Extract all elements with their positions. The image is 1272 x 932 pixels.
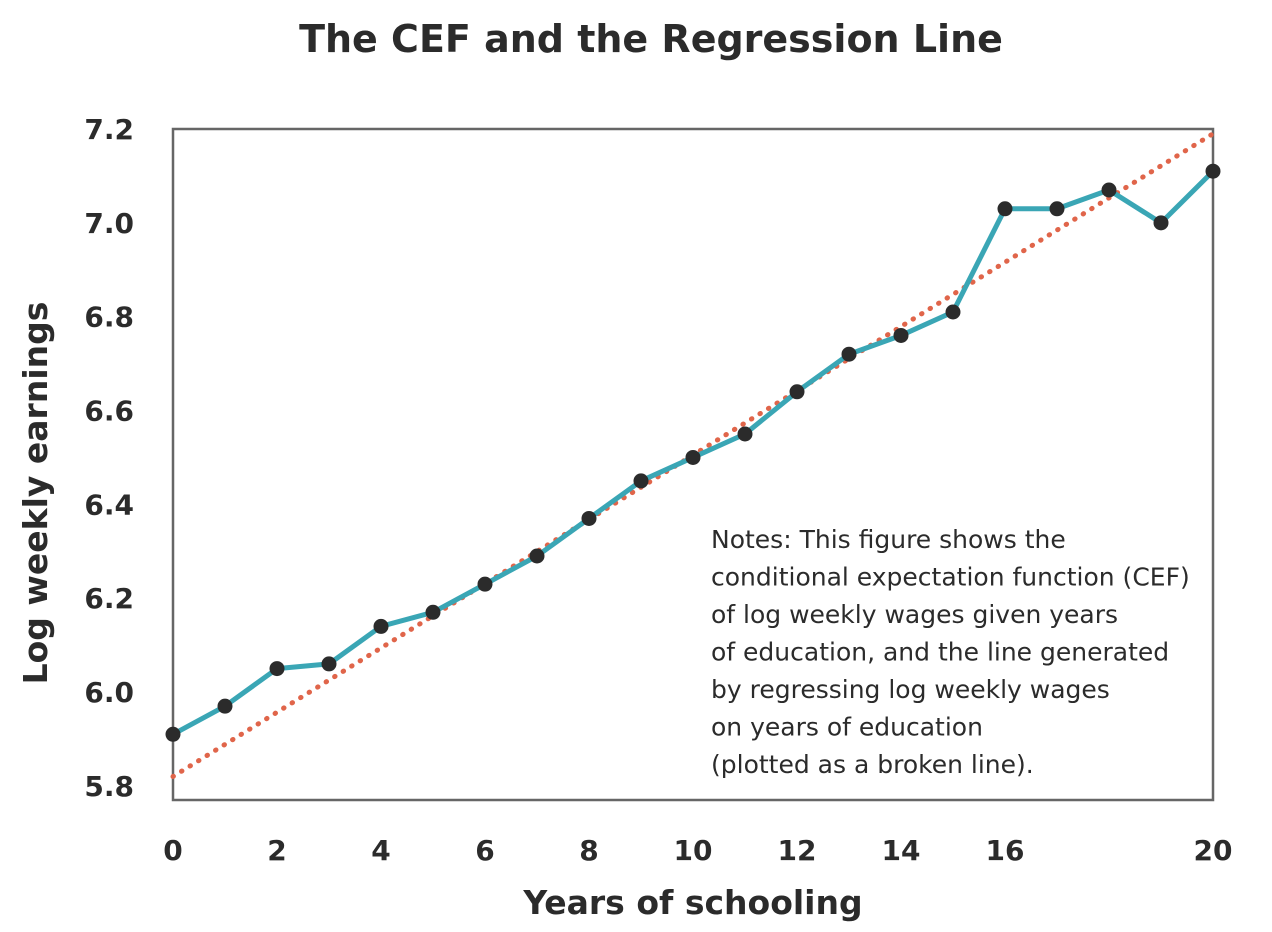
plot-frame bbox=[171, 127, 1215, 802]
cef-point bbox=[893, 327, 909, 343]
y-tick-label: 6.4 bbox=[84, 488, 134, 521]
cef-point bbox=[737, 426, 753, 442]
notes-line: on years of education bbox=[711, 713, 983, 742]
cef-point bbox=[373, 618, 389, 634]
y-tick-label: 6.0 bbox=[84, 676, 134, 709]
y-tick-label: 5.8 bbox=[84, 770, 134, 803]
notes-annotation: Notes: This figure shows the conditional … bbox=[711, 525, 1190, 779]
y-tick-label: 6.6 bbox=[84, 395, 134, 428]
x-tick-label: 20 bbox=[1194, 834, 1233, 867]
y-tick-label: 7.0 bbox=[84, 207, 134, 240]
x-axis-ticks: 0 2 4 6 8 10 12 14 16 20 bbox=[163, 834, 1232, 867]
x-tick-label: 6 bbox=[475, 834, 494, 867]
cef-point bbox=[1205, 163, 1221, 179]
cef-point bbox=[425, 604, 441, 620]
y-tick-label: 6.2 bbox=[84, 582, 134, 615]
cef-point bbox=[321, 656, 337, 672]
cef-point bbox=[633, 473, 649, 489]
x-tick-label: 2 bbox=[267, 834, 286, 867]
cef-point bbox=[685, 449, 701, 465]
x-tick-label: 14 bbox=[882, 834, 921, 867]
cef-point bbox=[581, 510, 597, 526]
notes-line: of education, and the line generated bbox=[711, 638, 1169, 667]
x-tick-label: 4 bbox=[371, 834, 390, 867]
cef-point bbox=[945, 304, 961, 320]
cef-point bbox=[789, 384, 805, 400]
cef-point bbox=[997, 201, 1013, 217]
cef-point bbox=[1153, 215, 1169, 231]
cef-point bbox=[529, 548, 545, 564]
y-tick-label: 7.2 bbox=[84, 113, 134, 146]
cef-point bbox=[1101, 182, 1117, 198]
cef-point bbox=[165, 726, 181, 742]
x-tick-label: 16 bbox=[986, 834, 1025, 867]
x-tick-label: 10 bbox=[674, 834, 713, 867]
notes-line: by regressing log weekly wages bbox=[711, 675, 1110, 704]
x-tick-label: 0 bbox=[163, 834, 182, 867]
series-layer bbox=[165, 131, 1221, 780]
y-tick-label: 6.8 bbox=[84, 301, 134, 334]
notes-line: (plotted as a broken line). bbox=[711, 750, 1034, 779]
x-axis-title: Years of schooling bbox=[522, 883, 862, 922]
cef-point bbox=[477, 576, 493, 592]
notes-line: conditional expectation function (CEF) bbox=[711, 563, 1190, 592]
y-axis-ticks: 7.2 7.0 6.8 6.6 6.4 6.2 6.0 5.8 bbox=[84, 113, 134, 803]
cef-point bbox=[217, 698, 233, 714]
x-tick-label: 8 bbox=[579, 834, 598, 867]
cef-point bbox=[1049, 201, 1065, 217]
y-axis-title: Log weekly earnings bbox=[16, 302, 55, 685]
cef-point bbox=[269, 661, 285, 677]
notes-line: Notes: This figure shows the bbox=[711, 525, 1066, 554]
x-tick-label: 12 bbox=[778, 834, 817, 867]
cef-point bbox=[841, 346, 857, 362]
chart-title: The CEF and the Regression Line bbox=[299, 17, 1003, 61]
notes-line: of log weekly wages given years bbox=[711, 600, 1118, 629]
